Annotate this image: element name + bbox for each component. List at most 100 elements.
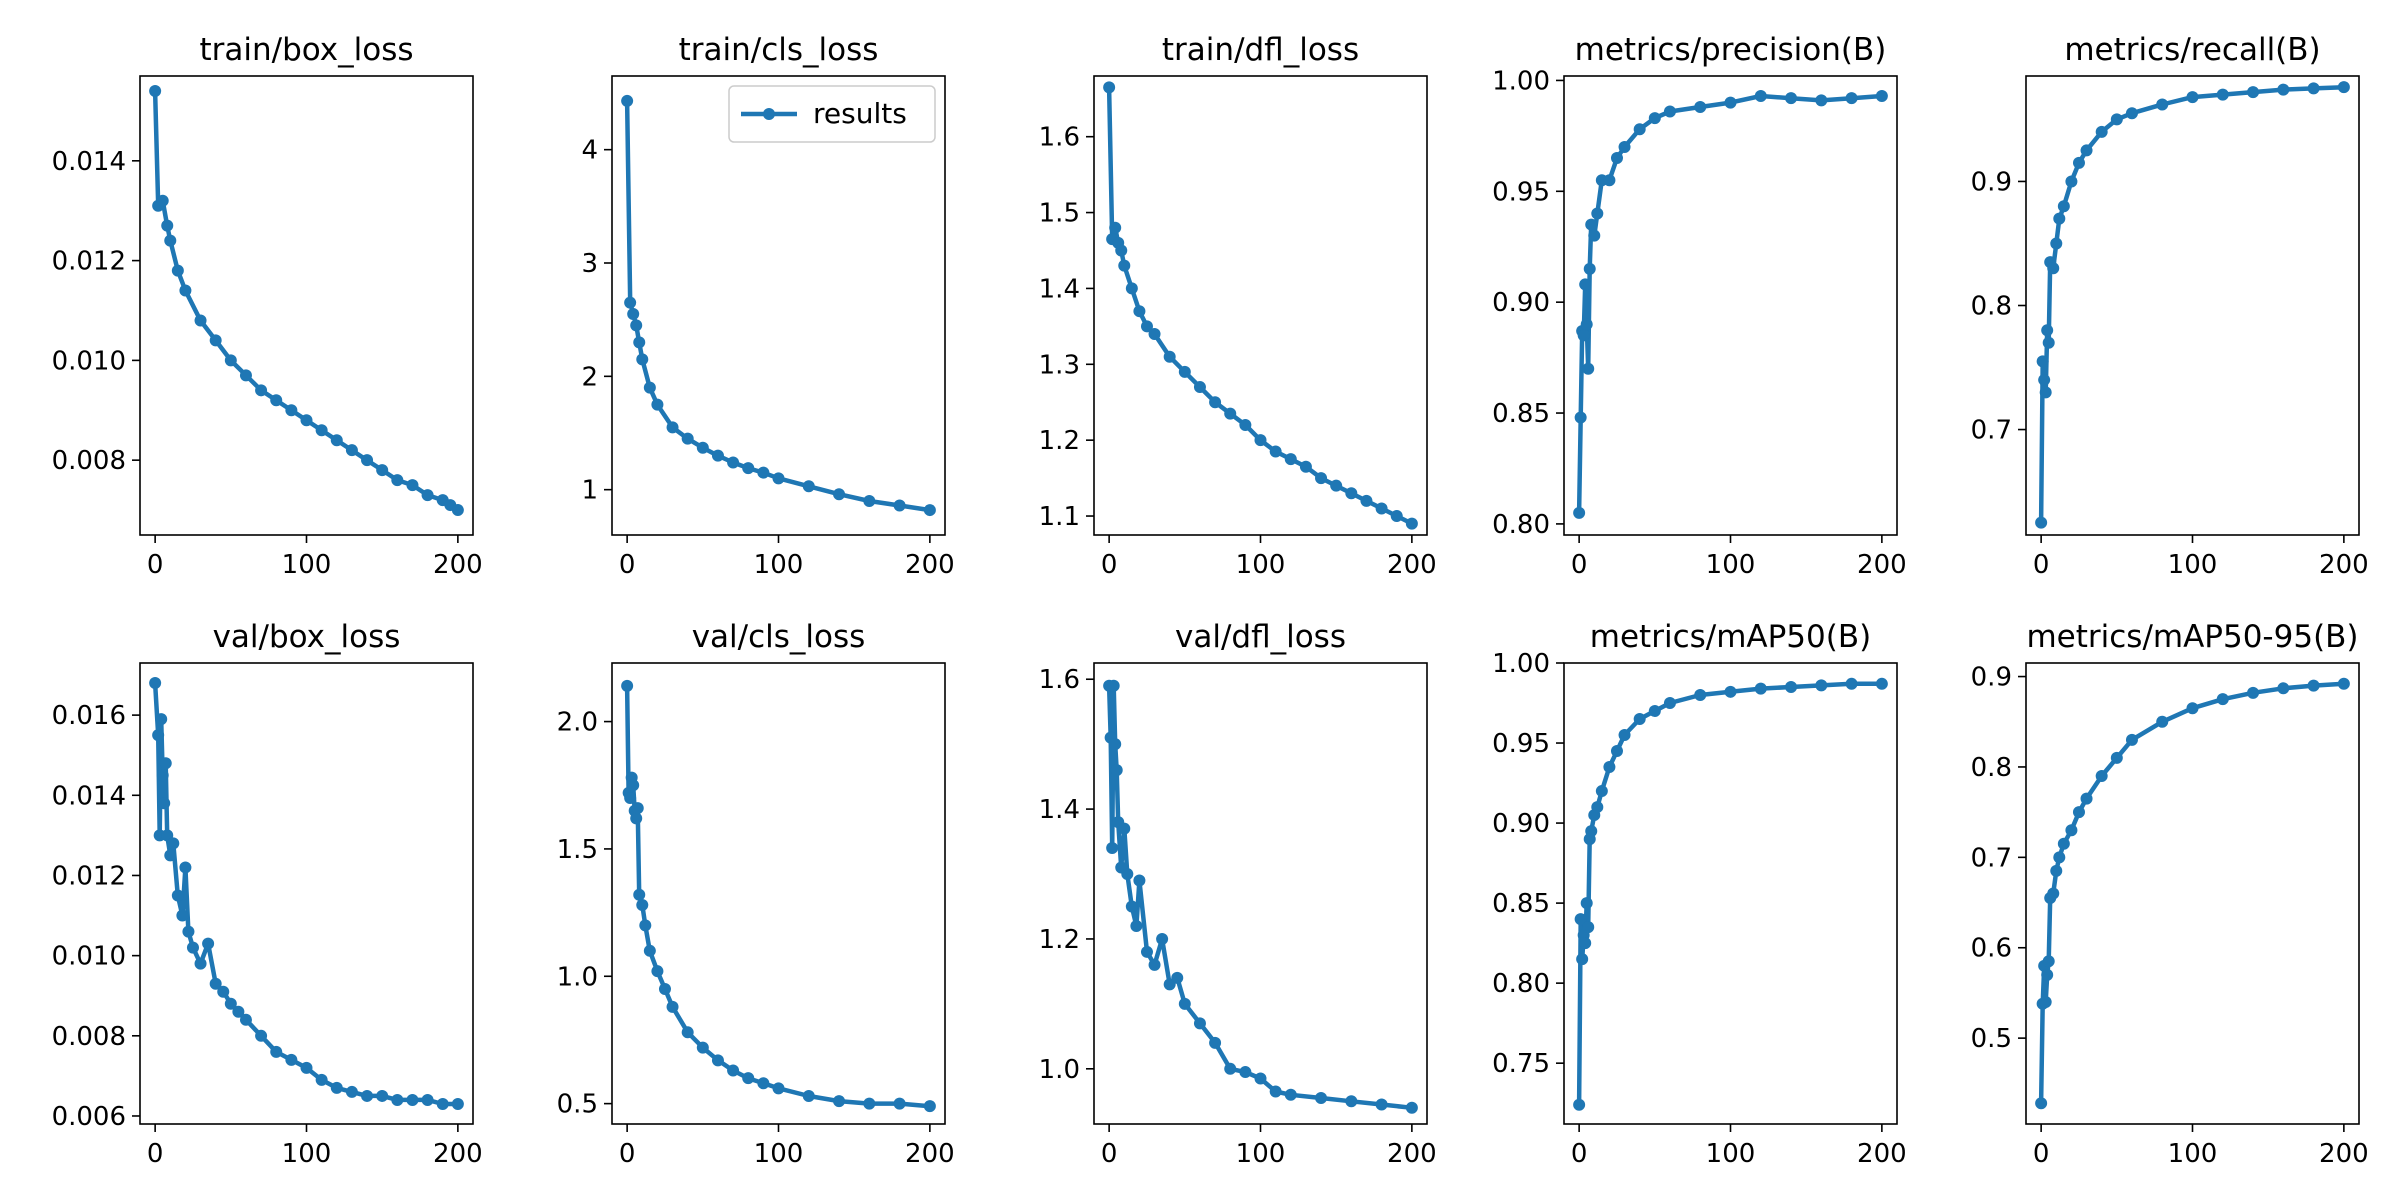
x-tick-label: 200 bbox=[433, 550, 483, 580]
data-point bbox=[1254, 434, 1267, 447]
data-point bbox=[633, 336, 646, 349]
data-point bbox=[1577, 329, 1590, 342]
data-point bbox=[182, 925, 195, 938]
series-line bbox=[624, 100, 931, 513]
x-tick-label: 200 bbox=[1387, 550, 1437, 580]
data-point bbox=[1694, 101, 1707, 114]
x-tick-label: 0 bbox=[2033, 550, 2050, 580]
data-point bbox=[1224, 1062, 1237, 1075]
x-tick-label: 200 bbox=[1857, 1139, 1907, 1169]
x-tick-label: 100 bbox=[1236, 550, 1286, 580]
y-tick-label: 0.9 bbox=[1971, 167, 2012, 197]
data-point bbox=[757, 466, 770, 479]
data-point bbox=[1193, 381, 1206, 394]
y-tick-label: 0.75 bbox=[1492, 1049, 1550, 1079]
axes-frame bbox=[1093, 75, 1428, 536]
subplot-title: val/box_loss bbox=[213, 619, 401, 655]
x-tick-label: 0 bbox=[147, 550, 164, 580]
data-point bbox=[376, 464, 389, 477]
data-point bbox=[2072, 156, 2085, 169]
data-point bbox=[757, 1077, 770, 1090]
data-point bbox=[1754, 682, 1767, 695]
data-point bbox=[633, 888, 646, 901]
data-point bbox=[1633, 123, 1646, 136]
data-point bbox=[651, 398, 664, 411]
x-tick-label: 100 bbox=[282, 550, 332, 580]
data-point bbox=[1576, 953, 1589, 966]
y-tick-label: 0.012 bbox=[52, 247, 126, 277]
data-point bbox=[1148, 327, 1161, 340]
data-point bbox=[1171, 971, 1184, 984]
data-point bbox=[330, 434, 343, 447]
y-tick-label: 2.0 bbox=[557, 708, 598, 738]
data-point bbox=[2053, 851, 2066, 864]
data-point bbox=[1224, 407, 1237, 420]
data-point bbox=[636, 898, 649, 911]
data-point bbox=[1405, 517, 1418, 530]
data-point bbox=[681, 432, 694, 445]
data-point bbox=[772, 1082, 785, 1095]
data-point bbox=[1330, 479, 1343, 492]
data-point bbox=[202, 937, 215, 950]
y-tick-label: 0.80 bbox=[1492, 510, 1550, 540]
axes-frame bbox=[1563, 662, 1898, 1125]
series-line bbox=[2038, 681, 2345, 1104]
data-point bbox=[2057, 837, 2070, 850]
data-point bbox=[1785, 92, 1798, 105]
data-point bbox=[627, 779, 640, 792]
data-point bbox=[330, 1081, 343, 1094]
data-point bbox=[1591, 207, 1604, 220]
data-point bbox=[2065, 175, 2078, 188]
y-tick-label: 0.6 bbox=[1971, 934, 2012, 964]
data-point bbox=[1583, 262, 1596, 275]
data-point bbox=[1193, 1017, 1206, 1030]
data-point bbox=[1269, 445, 1282, 458]
data-point bbox=[164, 234, 177, 247]
data-point bbox=[1603, 761, 1616, 774]
y-tick-label: 0.008 bbox=[52, 1022, 126, 1052]
data-point bbox=[1156, 932, 1169, 945]
y-tick-label: 1.5 bbox=[557, 835, 598, 865]
legend: results bbox=[728, 85, 936, 143]
data-point bbox=[2050, 237, 2063, 250]
x-tick-label: 0 bbox=[1571, 1139, 1588, 1169]
series-line bbox=[152, 90, 460, 512]
data-point bbox=[224, 354, 237, 367]
subplot: val/cls_loss 0 100 200 0.5 1.0 1.5 2.0 bbox=[557, 619, 955, 1169]
y-tick-label: 0.008 bbox=[52, 446, 126, 476]
subplot-title: val/dfl_loss bbox=[1175, 619, 1346, 655]
data-point bbox=[2247, 686, 2260, 699]
data-point bbox=[1109, 738, 1122, 751]
data-point bbox=[630, 319, 643, 332]
data-point bbox=[1618, 140, 1631, 153]
series-line bbox=[624, 685, 931, 1109]
y-tick-label: 1.6 bbox=[1039, 665, 1080, 695]
data-point bbox=[627, 308, 640, 320]
data-point bbox=[2186, 702, 2199, 715]
data-point bbox=[631, 802, 644, 815]
data-point bbox=[742, 1072, 755, 1085]
data-point bbox=[1125, 282, 1138, 295]
data-point bbox=[156, 194, 169, 207]
y-tick-label: 0.9 bbox=[1971, 663, 2012, 693]
subplot-title: metrics/precision(B) bbox=[1575, 32, 1887, 68]
data-point bbox=[1580, 318, 1593, 331]
data-point bbox=[161, 219, 174, 232]
subplot-title: metrics/mAP50-95(B) bbox=[2026, 619, 2358, 655]
data-point bbox=[1633, 713, 1646, 726]
data-point bbox=[639, 919, 652, 932]
data-point bbox=[658, 983, 671, 996]
data-point bbox=[2036, 355, 2049, 368]
data-point bbox=[1694, 689, 1707, 702]
data-point bbox=[802, 480, 815, 493]
data-point bbox=[2110, 751, 2123, 764]
data-point bbox=[1582, 362, 1595, 375]
axes-frame bbox=[1093, 662, 1428, 1125]
y-tick-label: 4 bbox=[581, 136, 598, 166]
data-point bbox=[345, 1085, 358, 1098]
data-point bbox=[1754, 89, 1767, 102]
data-point bbox=[255, 1029, 268, 1042]
data-point bbox=[2042, 336, 2055, 349]
x-tick-label: 100 bbox=[282, 1139, 332, 1169]
data-point bbox=[2156, 98, 2169, 111]
